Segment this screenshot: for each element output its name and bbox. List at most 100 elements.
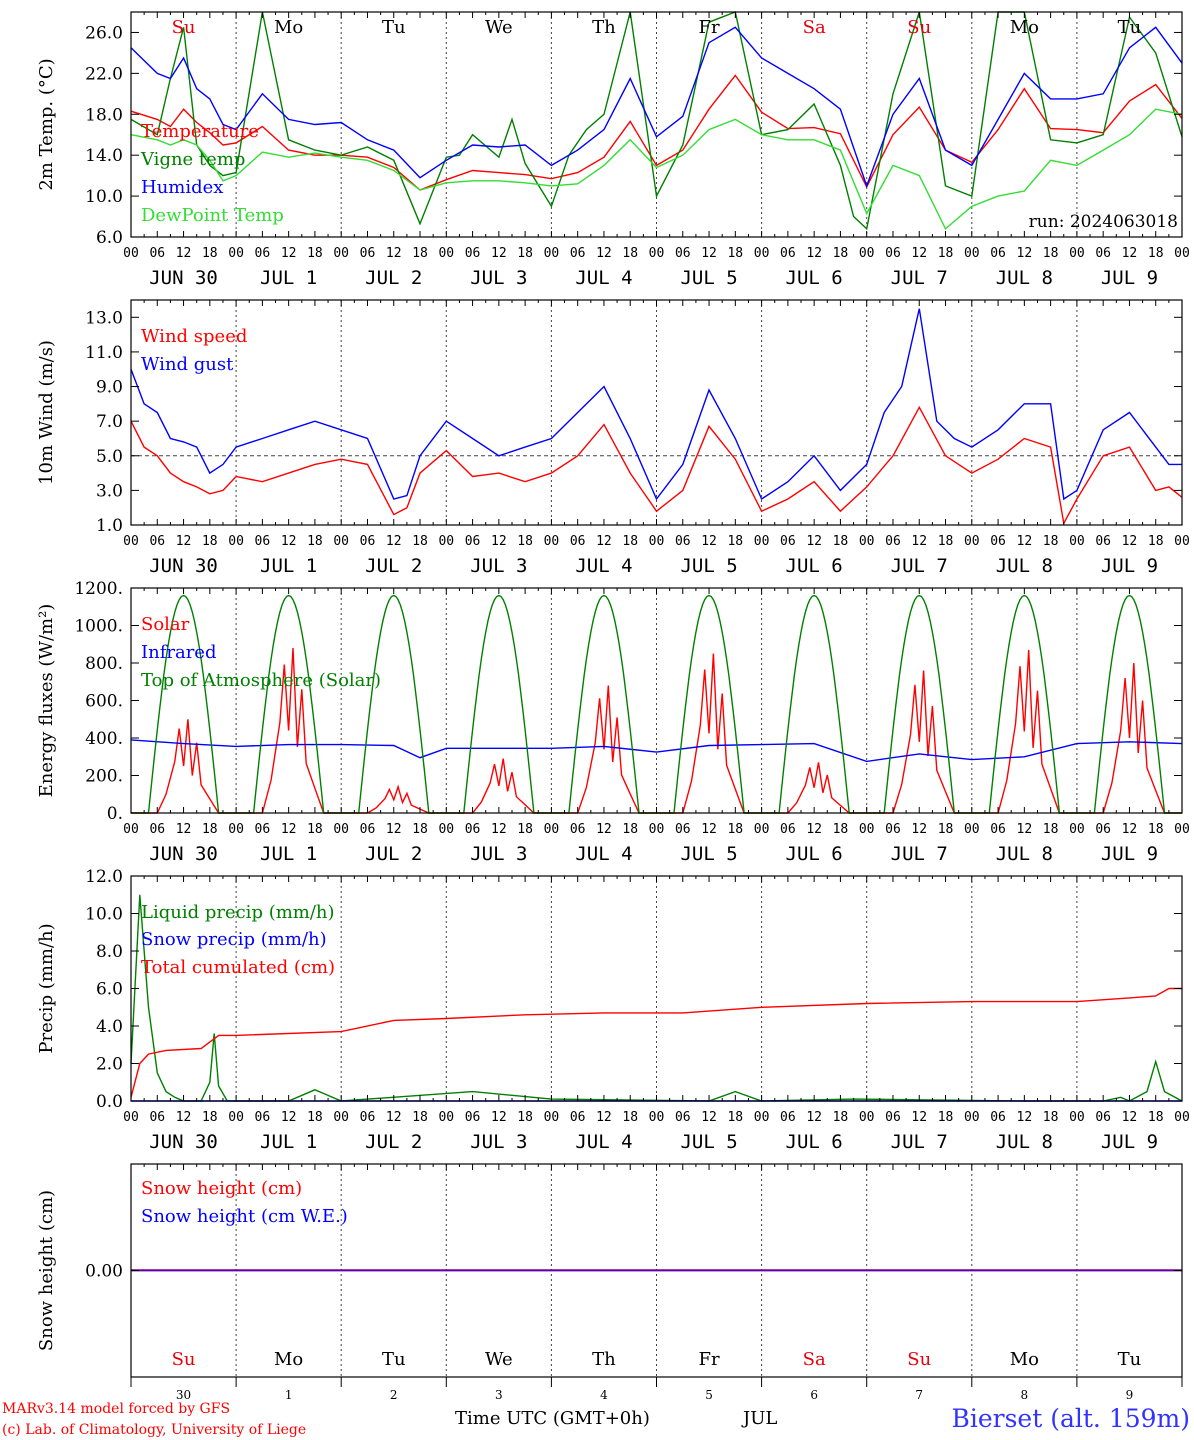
hour-tick-label: 00 [228, 534, 244, 549]
day-name-top: Tu [382, 17, 406, 38]
hour-tick-label: 06 [570, 534, 586, 549]
date-label: JUL 6 [786, 555, 843, 577]
hour-tick-label: 00 [123, 822, 139, 837]
series-line [130, 987, 1182, 1098]
hour-tick-label: 18 [727, 246, 743, 261]
y-tick-label: 3.0 [96, 481, 123, 501]
hour-tick-label: 06 [360, 1110, 376, 1125]
hour-tick-label: 18 [727, 534, 743, 549]
time-axis-label: Time UTC (GMT+0h) [455, 1408, 650, 1429]
hour-tick-label: 18 [1043, 534, 1059, 549]
hour-tick-label: 06 [1095, 246, 1111, 261]
hour-tick-label: 00 [333, 1110, 349, 1125]
panel-frame [130, 11, 1183, 238]
date-label: JUN 30 [149, 1131, 218, 1153]
hour-tick-label: 00 [333, 822, 349, 837]
day-name-bottom: Su [172, 1349, 196, 1370]
hour-tick-label: 06 [885, 534, 901, 549]
hour-tick-label: 00 [544, 822, 560, 837]
date-label: JUL 1 [260, 267, 317, 289]
day-name-bottom: Mo [274, 1349, 303, 1370]
day-number: 9 [1126, 1388, 1134, 1402]
hour-tick-label: 06 [465, 534, 481, 549]
hour-tick-label: 12 [491, 534, 507, 549]
hour-tick-label: 00 [123, 534, 139, 549]
y-tick-label: 5.0 [96, 447, 123, 467]
hour-tick-label: 06 [255, 534, 271, 549]
legend-entry: Liquid precip (mm/h) [141, 902, 335, 923]
hour-tick-label: 18 [307, 246, 323, 261]
date-label: JUL 9 [1101, 1131, 1158, 1153]
y-tick-label: 22.0 [85, 64, 123, 84]
hour-tick-label: 00 [438, 822, 454, 837]
day-number: 2 [390, 1388, 398, 1402]
hour-tick-label: 00 [1174, 246, 1190, 261]
hour-tick-label: 00 [333, 246, 349, 261]
y-tick-label: 7.0 [96, 412, 123, 432]
y-tick-label: 4.0 [96, 1017, 123, 1037]
date-label: JUL 2 [365, 267, 422, 289]
hour-tick-label: 12 [386, 246, 402, 261]
hour-tick-label: 12 [596, 246, 612, 261]
y-tick-label: 0.0 [96, 1092, 123, 1112]
y-axis-title: Precip (mm/h) [36, 923, 57, 1053]
hour-tick-label: 12 [596, 1110, 612, 1125]
hour-tick-label: 12 [1017, 822, 1033, 837]
hour-tick-label: 06 [465, 246, 481, 261]
y-axis-title: Snow height (cm) [36, 1190, 57, 1351]
text-layer: 6.010.014.018.022.026.02m Temp. (°C)00 06… [36, 17, 1190, 1402]
hour-tick-label: 12 [701, 534, 717, 549]
date-label: JUL 6 [786, 1131, 843, 1153]
date-label: JUN 30 [149, 555, 218, 577]
day-name-top: Su [172, 17, 196, 38]
hour-tick-label: 12 [1017, 534, 1033, 549]
hour-tick-label: 00 [859, 534, 875, 549]
hour-tick-label: 12 [701, 822, 717, 837]
hour-tick-label: 18 [517, 534, 533, 549]
hour-tick-label: 06 [255, 246, 271, 261]
panel-frame [130, 587, 1183, 814]
hour-tick-label: 06 [149, 822, 165, 837]
hour-tick-label: 12 [806, 822, 822, 837]
hour-tick-label: 00 [1069, 822, 1085, 837]
y-tick-label: 200. [85, 767, 123, 787]
hour-tick-label: 18 [727, 822, 743, 837]
hour-tick-label: 18 [833, 822, 849, 837]
legend-entry: DewPoint Temp [141, 205, 284, 226]
hour-tick-label: 00 [859, 1110, 875, 1125]
day-number: 3 [495, 1388, 503, 1402]
date-label: JUL 9 [1101, 843, 1158, 865]
day-name-top: Mo [1010, 17, 1039, 38]
y-tick-label: 12.0 [85, 867, 123, 887]
date-label: JUL 1 [260, 843, 317, 865]
hour-tick-label: 06 [885, 246, 901, 261]
hour-tick-label: 00 [964, 534, 980, 549]
day-name-top: Su [907, 17, 931, 38]
panel-frame [130, 875, 1183, 1102]
hour-tick-label: 18 [412, 534, 428, 549]
panel-frame [130, 299, 1183, 526]
date-label: JUL 3 [470, 267, 527, 289]
hour-tick-label: 12 [386, 822, 402, 837]
date-label: JUL 9 [1101, 555, 1158, 577]
date-label: JUL 2 [365, 843, 422, 865]
hour-tick-label: 06 [360, 246, 376, 261]
day-name-top: Th [592, 17, 616, 38]
hour-tick-label: 12 [281, 1110, 297, 1125]
hour-tick-label: 12 [1122, 1110, 1138, 1125]
y-tick-label: 6.0 [96, 980, 123, 1000]
legend-entry: Top of Atmosphere (Solar) [141, 670, 381, 691]
date-label: JUL 7 [891, 843, 948, 865]
date-label: JUL 8 [996, 267, 1053, 289]
date-label: JUL 5 [680, 555, 737, 577]
hour-tick-label: 06 [675, 1110, 691, 1125]
hour-tick-label: 12 [281, 534, 297, 549]
date-label: JUL 8 [996, 555, 1053, 577]
day-name-top: Mo [274, 17, 303, 38]
legend-entry: Wind speed [141, 326, 247, 347]
hour-tick-label: 06 [255, 1110, 271, 1125]
day-name-top: Sa [803, 17, 826, 38]
date-label: JUL 7 [891, 555, 948, 577]
hour-tick-label: 18 [833, 1110, 849, 1125]
